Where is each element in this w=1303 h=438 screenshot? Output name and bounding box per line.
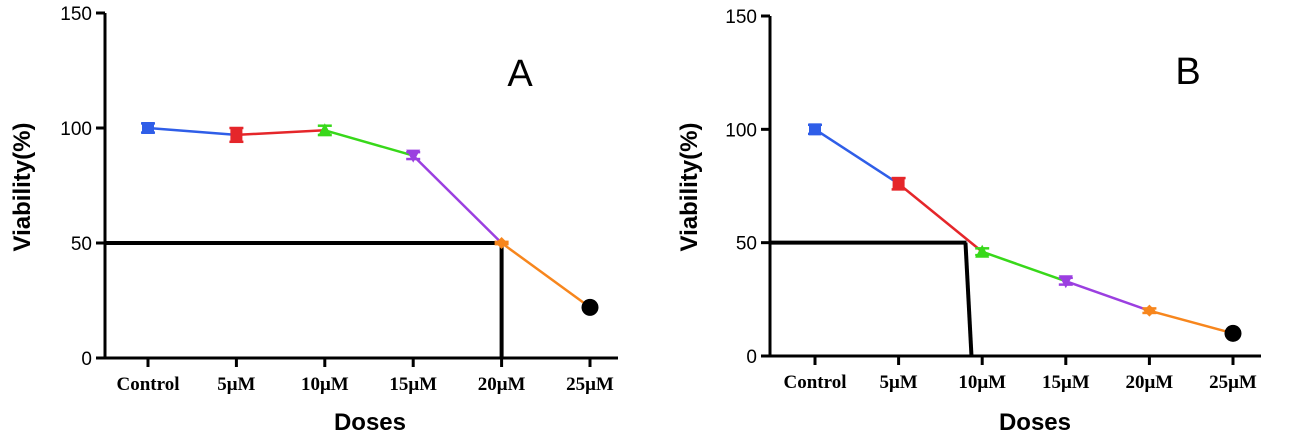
y-axis-label: Viability(%) xyxy=(676,123,703,252)
data-point xyxy=(317,123,332,137)
data-point xyxy=(1058,275,1073,289)
panel-label: B xyxy=(1175,51,1200,93)
x-tick-label: 20μM xyxy=(1126,372,1174,393)
x-tick-label: 15μM xyxy=(389,374,437,395)
x-tick-label: 5μM xyxy=(879,372,917,393)
panel-label: A xyxy=(507,53,533,95)
data-point xyxy=(142,122,154,134)
y-tick-label: 0 xyxy=(746,347,757,368)
y-tick-label: 50 xyxy=(736,234,757,255)
data-point xyxy=(975,244,990,258)
series-segment xyxy=(1065,280,1150,312)
series-segment xyxy=(897,182,983,253)
x-tick-label: 10μM xyxy=(301,374,349,395)
series-segment xyxy=(500,241,591,309)
data-point xyxy=(809,123,821,136)
y-tick-label: 100 xyxy=(725,120,757,141)
panel-b: 0 50 100 150 Control 5μM 10μM 15μM 20μM 25μM Viabi… xyxy=(676,7,1261,436)
series-segment xyxy=(147,126,237,137)
y-tick-label: 150 xyxy=(725,7,757,28)
data-point xyxy=(1224,324,1242,342)
y-tick-label: 50 xyxy=(71,234,92,255)
panel-a: 0 50 100 150 Control 5μM 10μM 15μM 20μM 25μM Viabi… xyxy=(9,4,618,436)
series-segment xyxy=(412,154,503,244)
ic50-vertical-guide xyxy=(963,242,974,357)
x-tick-label: 25μM xyxy=(566,374,614,395)
y-tick-label: 0 xyxy=(81,349,92,370)
data-point xyxy=(1143,304,1156,317)
series-segment xyxy=(814,128,900,185)
y-tick-label: 100 xyxy=(60,119,92,140)
series-segment xyxy=(1149,309,1234,335)
x-tick-label: 25μM xyxy=(1209,372,1257,393)
data-point xyxy=(892,177,905,190)
x-tick-label: Control xyxy=(784,372,847,393)
data-point xyxy=(581,298,599,316)
y-axis-label: Viability(%) xyxy=(9,123,36,252)
x-tick-label: 10μM xyxy=(958,372,1006,393)
data-point xyxy=(230,128,243,141)
y-tick-label: 150 xyxy=(60,4,92,25)
x-tick-label: 15μM xyxy=(1042,372,1090,393)
series-segment xyxy=(981,250,1067,283)
x-axis-label: Doses xyxy=(999,409,1071,436)
data-point xyxy=(495,237,508,249)
series-segment xyxy=(236,129,325,137)
x-tick-label: 20μM xyxy=(478,374,526,395)
x-tick-label: 5μM xyxy=(217,374,255,395)
data-point xyxy=(406,149,421,163)
x-tick-label: Control xyxy=(117,374,180,395)
x-axis-label: Doses xyxy=(334,409,406,436)
series-segment xyxy=(324,129,414,157)
